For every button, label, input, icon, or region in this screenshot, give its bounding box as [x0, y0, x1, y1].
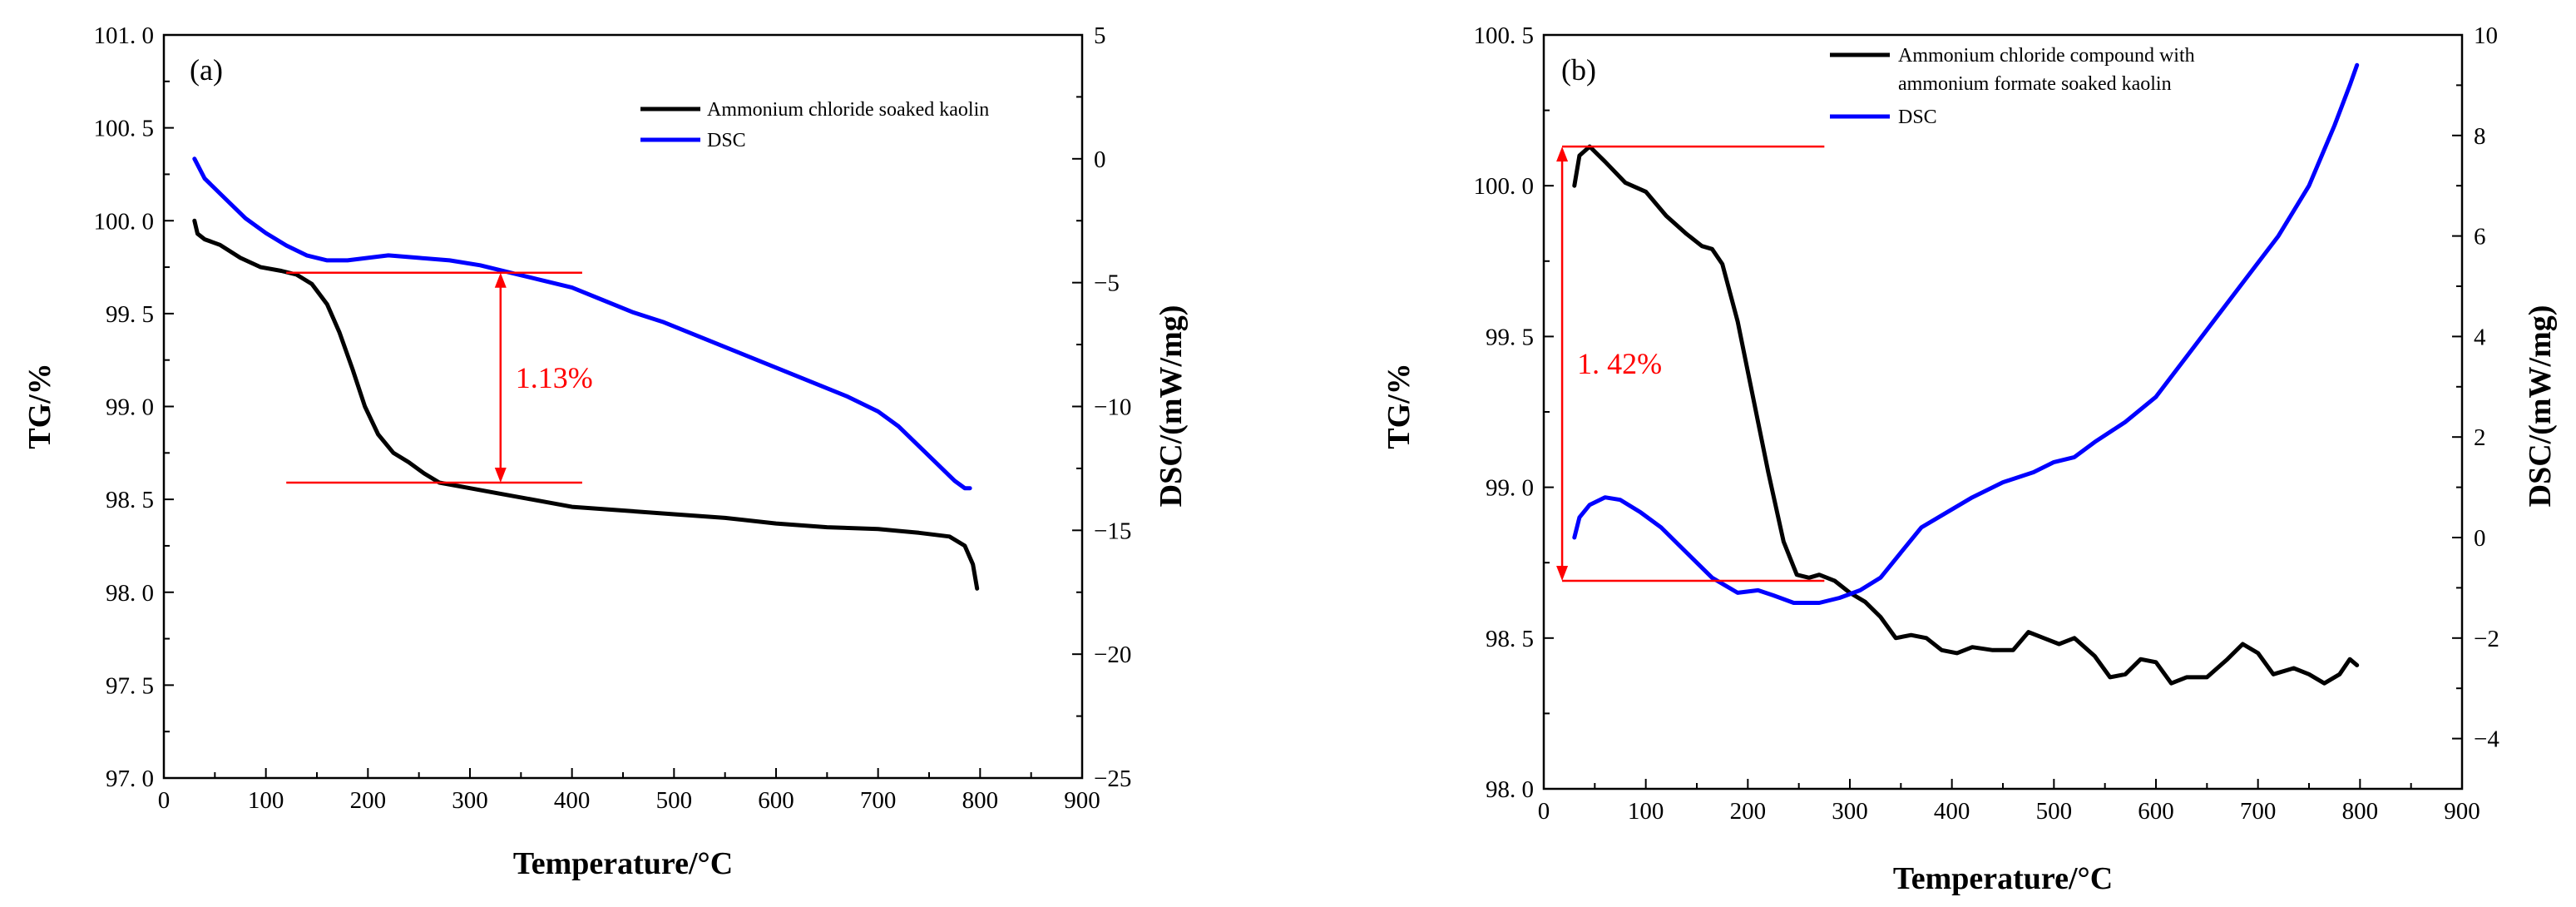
x-tick-label: 700: [2240, 798, 2277, 825]
legend-b: Ammonium chloride compound with ammonium…: [1830, 45, 2195, 128]
x-axis-title-b: Temperature/°C: [1893, 861, 2113, 896]
annotation-label: 1.13%: [516, 361, 593, 394]
x-tick-label: 300: [452, 787, 488, 814]
x-tick-label: 900: [2444, 798, 2480, 825]
legend-label-dsc-b: DSC: [1898, 107, 1937, 128]
x-tick-label: 100: [1628, 798, 1664, 825]
y-right-tick-label: 6: [2474, 224, 2486, 250]
y-right-tick-label: 2: [2474, 424, 2486, 451]
y-left-tick-label: 99. 0: [106, 394, 154, 421]
y-right-tick-label: −10: [1094, 394, 1131, 421]
y-left-tick-label: 100. 0: [94, 208, 155, 235]
y-right-tick-label: −2: [2474, 626, 2499, 652]
series-lines-b: [1572, 62, 2360, 686]
annotation-arrow-head-up: [1556, 146, 1569, 162]
tg-series-line: [1572, 144, 2360, 686]
x-tick-label: 200: [350, 787, 387, 814]
y-axis-title-right-b: DSC/(mW/mg): [2523, 305, 2558, 508]
y-right-tick-label: 5: [1094, 22, 1106, 49]
x-tick-label: 0: [158, 787, 171, 814]
y-right-tick-label: −20: [1094, 642, 1131, 668]
x-tick-label: 200: [1730, 798, 1767, 825]
annotation-arrow-head-down: [1556, 565, 1569, 581]
y-left-tick-label: 98. 5: [1486, 626, 1534, 652]
y-right-tick-label: 0: [1094, 146, 1106, 173]
panel-label-b: (b): [1561, 53, 1596, 87]
y-left-tick-label: 99. 5: [1486, 324, 1534, 350]
y-left-tick-label: 99. 0: [1486, 475, 1534, 502]
legend-label-tg-b-line1: Ammonium chloride compound with: [1898, 45, 2195, 67]
x-axis-title-a: Temperature/°C: [513, 846, 733, 881]
tg-series-line: [192, 218, 980, 591]
x-tick-label: 500: [656, 787, 693, 814]
legend-label-tg-b-line2: ammonium formate soaked kaolin: [1898, 73, 2172, 95]
y-left-tick-label: 98. 0: [1486, 776, 1534, 803]
y-right-tick-label: −15: [1094, 518, 1131, 544]
y-right-tick-label: 8: [2474, 123, 2486, 150]
plot-frame-a: [162, 33, 1084, 780]
y-right-tick-label: −4: [2474, 726, 2499, 753]
x-tick-label: 400: [554, 787, 591, 814]
y-axis-title-left-b: TG/%: [1382, 363, 1417, 449]
y-right-tick-label: −25: [1094, 766, 1131, 792]
y-axis-title-right-a: DSC/(mW/mg): [1154, 305, 1189, 508]
y-axis-title-left-a: TG/%: [22, 363, 57, 449]
y-right-tick-label: 4: [2474, 324, 2486, 350]
chart-panel-a: 0 100 200 300 400 500 600 700 800 900 97. 0 97. 5 98…: [22, 22, 1189, 881]
y-left-tick-label: 98. 5: [106, 487, 154, 513]
legend-label-tg-a: Ammonium chloride soaked kaolin: [707, 99, 989, 121]
axis-ticks-a: 0 100 200 300 400 500 600 700 800 900 97. 0 97. 5 98…: [94, 22, 1132, 814]
x-tick-label: 600: [758, 787, 794, 814]
x-tick-label: 0: [1538, 798, 1550, 825]
x-tick-label: 300: [1832, 798, 1868, 825]
x-tick-label: 100: [248, 787, 284, 814]
x-tick-label: 500: [2036, 798, 2073, 825]
y-left-tick-label: 101. 0: [94, 22, 155, 49]
annotation-arrow-head-up: [494, 272, 507, 288]
x-tick-label: 400: [1934, 798, 1970, 825]
x-tick-label: 600: [2138, 798, 2174, 825]
legend-label-dsc-a: DSC: [707, 130, 746, 151]
annotation-arrow-head-down: [494, 468, 507, 483]
panel-label-a: (a): [190, 53, 223, 87]
dsc-series-line: [1572, 62, 2360, 605]
annotation-label: 1. 42%: [1577, 347, 1662, 380]
y-left-tick-label: 99. 5: [106, 301, 154, 328]
y-left-tick-label: 100. 5: [94, 116, 155, 142]
series-lines-a: [192, 156, 980, 591]
y-left-tick-label: 100. 0: [1474, 173, 1535, 200]
y-left-tick-label: 97. 5: [106, 672, 154, 699]
x-tick-label: 800: [2342, 798, 2379, 825]
y-left-tick-label: 97. 0: [106, 766, 154, 792]
annotation-a: 1.13%: [286, 271, 593, 484]
y-right-tick-label: −5: [1094, 270, 1120, 297]
legend-a: Ammonium chloride soaked kaolin DSC: [640, 99, 989, 151]
y-right-tick-label: 0: [2474, 525, 2486, 552]
x-tick-label: 700: [860, 787, 897, 814]
x-tick-label: 900: [1064, 787, 1100, 814]
annotation-b: 1. 42%: [1556, 145, 1825, 582]
x-tick-label: 800: [962, 787, 999, 814]
y-right-tick-label: 10: [2474, 22, 2498, 49]
y-left-tick-label: 98. 0: [106, 580, 154, 607]
dsc-series-line: [192, 156, 972, 491]
y-left-tick-label: 100. 5: [1474, 22, 1535, 49]
